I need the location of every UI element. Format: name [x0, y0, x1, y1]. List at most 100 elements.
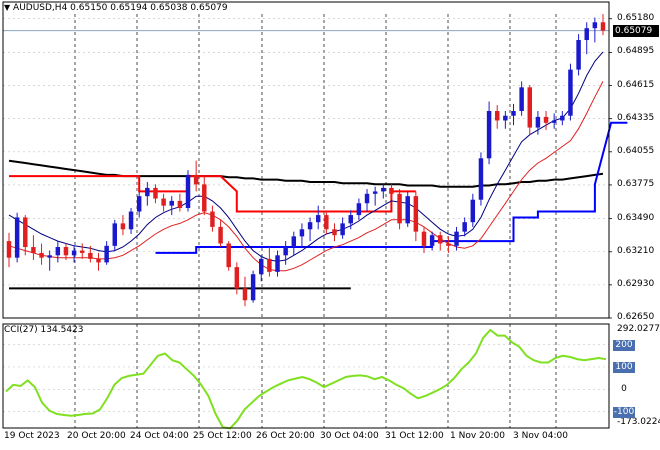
candle-body — [96, 258, 101, 263]
candle-body — [511, 110, 516, 116]
time-axis-label: 24 Oct 04:00 — [130, 431, 189, 441]
candle-body — [560, 115, 565, 121]
main-pane-border — [2, 1, 610, 319]
candle-body — [153, 187, 158, 199]
candle-body — [128, 211, 134, 230]
time-axis-label: 30 Oct 04:00 — [320, 431, 379, 441]
cci-level-label: -100 — [613, 406, 635, 418]
time-axis-label: 25 Oct 12:00 — [193, 431, 252, 441]
candle-body — [372, 191, 378, 194]
candle-body — [226, 243, 231, 268]
candle-body — [340, 223, 345, 236]
grid-lines — [3, 14, 612, 428]
candle-body — [234, 267, 240, 289]
cci-pane-border — [2, 323, 610, 429]
candle-body — [267, 258, 272, 272]
candle-body — [413, 196, 419, 232]
indicator-lines — [8, 51, 628, 290]
candle-body — [364, 193, 370, 204]
time-axis-label: 20 Oct 20:00 — [67, 431, 126, 441]
candle-body — [381, 187, 386, 192]
candle-body — [112, 223, 118, 246]
candle-body — [503, 115, 508, 121]
symbol-header-text: AUDUSD,H4 0.65150 0.65194 0.65038 0.6507… — [13, 3, 228, 13]
candle-body — [348, 215, 353, 224]
candle-body — [494, 110, 500, 121]
candle-body — [519, 87, 524, 111]
candle-body — [210, 211, 215, 227]
cci-line — [5, 328, 607, 430]
price-axis-label: 0.64895 — [617, 46, 655, 57]
candle-body — [324, 215, 329, 230]
symbol-header: ▼ AUDUSD,H4 0.65150 0.65194 0.65038 0.65… — [4, 3, 228, 13]
candle-body — [486, 110, 492, 159]
candle-body — [527, 87, 533, 128]
candle-body — [136, 196, 142, 212]
candle-body — [576, 40, 581, 70]
candle-body — [88, 252, 93, 259]
candles — [6, 14, 606, 307]
price-axis-label: 0.63490 — [617, 212, 655, 223]
cci-level-label: 100 — [613, 361, 635, 373]
price-axis-label: 0.63210 — [617, 245, 655, 256]
chart-frame — [2, 1, 610, 429]
candle-body — [169, 200, 174, 206]
candle-body — [438, 235, 443, 244]
cci-axis-top: 292.0277 — [617, 324, 660, 334]
price-axis-label: 0.63775 — [617, 178, 655, 189]
candle-body — [31, 247, 36, 253]
price-axis-label: 0.65180 — [617, 12, 655, 23]
candle-body — [185, 174, 191, 208]
candle-body — [177, 200, 183, 208]
time-axis-label: 19 Oct 2023 — [4, 431, 60, 441]
time-axis-label: 26 Oct 20:00 — [256, 431, 315, 441]
candle-body — [275, 255, 280, 272]
candle-body — [429, 235, 435, 246]
candle-body — [600, 22, 606, 31]
candle-body — [421, 231, 427, 246]
candle-body — [250, 274, 256, 301]
candle-body — [218, 226, 223, 244]
stop-red-line — [9, 175, 416, 213]
candle-body — [543, 116, 549, 123]
price-axis-label: 0.62650 — [617, 312, 655, 322]
candle-body — [307, 222, 313, 230]
time-axis-label: 31 Oct 12:00 — [385, 431, 444, 441]
candle-body — [71, 250, 77, 256]
price-axis-label: 0.64615 — [617, 79, 655, 90]
cci-indicator — [3, 328, 609, 430]
candle-body — [79, 250, 85, 253]
price-axis-label: 0.64335 — [617, 112, 655, 123]
candle-body — [104, 245, 109, 263]
candle-body — [356, 203, 362, 216]
stop-blue-line — [155, 121, 628, 254]
candle-body — [470, 199, 476, 223]
candle-body — [478, 158, 484, 200]
cci-header: CCI(27) 134.5423 — [4, 325, 84, 335]
candle-body — [462, 222, 467, 232]
time-axis-label: 1 Nov 20:00 — [450, 431, 505, 441]
candle-body — [291, 236, 297, 248]
candle-body — [535, 116, 541, 128]
candle-body — [584, 28, 589, 41]
candle-body — [299, 229, 305, 237]
price-axis-label: 0.62930 — [617, 278, 655, 289]
candle-body — [6, 241, 12, 258]
candle-body — [332, 229, 337, 236]
dropdown-triangle-icon[interactable]: ▼ — [4, 3, 11, 12]
candle-body — [397, 193, 402, 224]
candle-body — [568, 69, 573, 116]
candle-body — [454, 231, 459, 246]
ma-long-line — [8, 159, 604, 188]
candle-body — [145, 187, 150, 197]
current-price-label: 0.65079 — [613, 25, 659, 37]
candle-body — [193, 174, 199, 185]
candle-body — [446, 243, 451, 246]
candle-body — [63, 247, 69, 256]
cci-level-label: 200 — [613, 339, 635, 351]
time-axis-label: 3 Nov 04:00 — [513, 431, 568, 441]
candle-body — [39, 252, 44, 258]
candle-body — [161, 198, 166, 206]
candle-body — [551, 120, 557, 123]
